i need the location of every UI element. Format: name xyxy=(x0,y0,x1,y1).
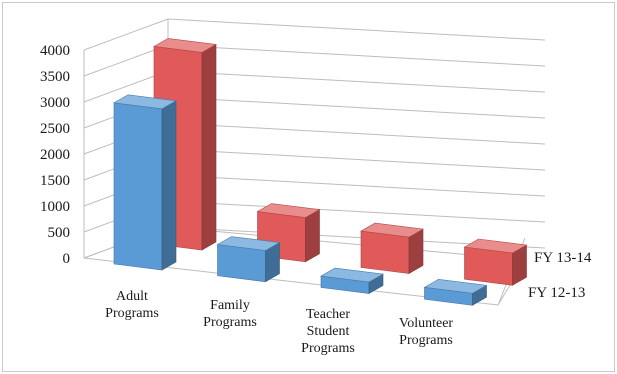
bar-fy-12-13-3 xyxy=(423,278,488,306)
x-category-line: Programs xyxy=(203,315,257,330)
gridline-back xyxy=(167,18,546,41)
bar-side xyxy=(201,43,217,251)
bar-fy-12-13-1 xyxy=(216,236,281,283)
gridline-back xyxy=(167,70,546,93)
bar-side xyxy=(305,209,320,263)
x-category-line: Teacher xyxy=(306,307,350,322)
bar-top xyxy=(113,94,177,110)
gridline-back xyxy=(167,96,546,119)
x-category-line: Programs xyxy=(105,306,159,321)
x-category-line: Student xyxy=(307,324,350,339)
series-label: FY 12-13 xyxy=(528,285,585,301)
gridline-side xyxy=(83,18,169,51)
bar-front xyxy=(464,246,513,286)
y-tick-label: 0 xyxy=(63,251,71,267)
bar-fy-13-14-2 xyxy=(360,222,424,275)
series-label: FY 13-14 xyxy=(534,250,592,266)
bar-side xyxy=(161,100,177,271)
x-category-line: Adult xyxy=(116,289,148,304)
bars xyxy=(113,38,528,306)
bar-top xyxy=(256,203,321,218)
bar-front xyxy=(217,244,266,283)
gridline-back xyxy=(167,122,546,145)
gridline-back xyxy=(167,44,546,67)
y-tick-label: 3500 xyxy=(40,69,70,85)
x-category-line: Programs xyxy=(301,341,355,356)
bar-top xyxy=(360,222,424,238)
bar-fy-12-13-0 xyxy=(113,94,177,271)
x-category-line: Programs xyxy=(399,333,453,348)
gridline-back xyxy=(167,174,546,197)
bar-front xyxy=(113,102,163,271)
gridline-back xyxy=(167,200,546,223)
y-tick-label: 1500 xyxy=(40,173,70,189)
x-category-line: Volunteer xyxy=(399,316,454,331)
y-tick-label: 500 xyxy=(48,225,71,241)
bar-top xyxy=(153,38,217,53)
y-tick-label: 2000 xyxy=(40,147,70,163)
x-category-label: Teacher Student Programs xyxy=(301,307,355,356)
x-category-label: Family Programs xyxy=(203,298,257,330)
bar-fy-13-14-3 xyxy=(463,238,528,286)
x-category-line: Family xyxy=(210,298,250,313)
bar-top xyxy=(463,238,528,254)
bar-top xyxy=(423,278,488,294)
gridline-back xyxy=(167,148,546,171)
x-category-label: Volunteer Programs xyxy=(399,316,454,348)
y-tick-label: 1000 xyxy=(40,199,70,215)
y-tick-label: 3000 xyxy=(40,95,70,111)
x-category-label: Adult Programs xyxy=(105,289,159,321)
bar-top xyxy=(216,236,281,251)
bar-front xyxy=(360,230,410,274)
bar-top xyxy=(320,267,384,283)
bar-fy-12-13-2 xyxy=(320,267,384,295)
y-tick-label: 2500 xyxy=(40,121,70,137)
y-tick-label: 4000 xyxy=(40,43,70,59)
